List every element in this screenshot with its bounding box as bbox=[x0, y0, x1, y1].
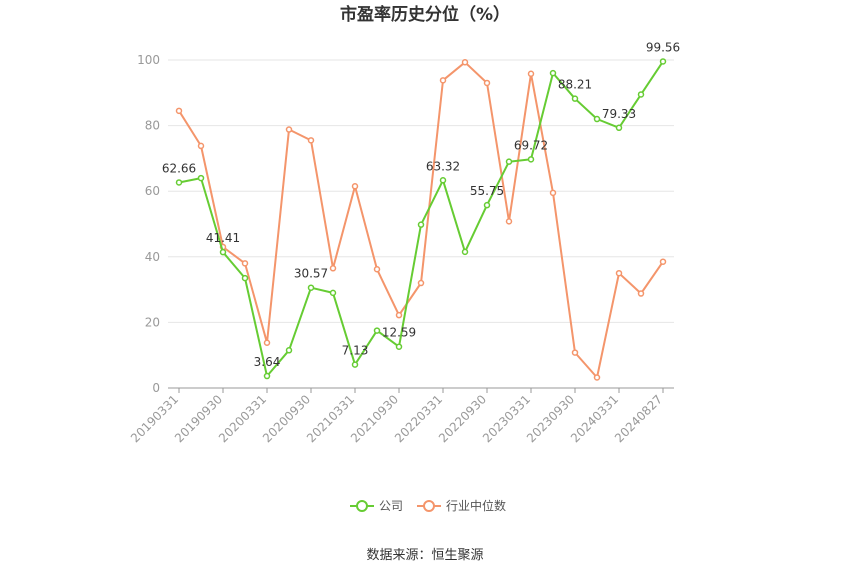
data-point[interactable] bbox=[175, 179, 183, 186]
data-point[interactable] bbox=[505, 218, 513, 225]
data-point[interactable] bbox=[395, 311, 403, 319]
data-point[interactable] bbox=[461, 59, 469, 66]
data-point[interactable] bbox=[417, 221, 425, 228]
data-point[interactable] bbox=[659, 58, 667, 65]
data-point[interactable] bbox=[659, 258, 667, 265]
data-point[interactable] bbox=[439, 77, 447, 84]
data-point[interactable] bbox=[307, 284, 315, 291]
chart-title: 市盈率历史分位（%） bbox=[340, 4, 510, 25]
data-label: 3.64 bbox=[254, 355, 281, 369]
data-point[interactable] bbox=[571, 95, 579, 102]
data-point[interactable] bbox=[197, 142, 205, 150]
data-point[interactable] bbox=[373, 266, 381, 273]
y-tick-label: 40 bbox=[145, 250, 160, 264]
x-tick-label: 20240827 bbox=[612, 392, 665, 445]
data-point[interactable] bbox=[527, 70, 535, 78]
legend-label: 行业中位数 bbox=[446, 498, 506, 513]
legend-item-industry-median[interactable]: 行业中位数 bbox=[417, 498, 506, 513]
series-line bbox=[178, 61, 664, 379]
data-point[interactable] bbox=[483, 79, 491, 87]
y-tick-label: 100 bbox=[137, 53, 160, 67]
data-label: 69.72 bbox=[514, 138, 548, 152]
data-point[interactable] bbox=[197, 174, 205, 182]
data-point[interactable] bbox=[373, 327, 381, 334]
data-point[interactable] bbox=[527, 156, 535, 163]
data-point[interactable] bbox=[615, 124, 623, 132]
y-axis-ticks: 0 20 40 60 80 100 bbox=[137, 53, 160, 395]
data-label: 41.41 bbox=[206, 231, 240, 245]
data-source: 数据来源：恒生聚源 bbox=[366, 548, 483, 563]
data-point[interactable] bbox=[395, 343, 403, 350]
data-point[interactable] bbox=[417, 279, 425, 287]
series-layer bbox=[175, 58, 667, 381]
data-point[interactable] bbox=[593, 115, 601, 123]
data-point[interactable] bbox=[461, 248, 469, 256]
data-label: 79.33 bbox=[602, 107, 636, 121]
data-label: 55.75 bbox=[470, 184, 504, 198]
data-point[interactable] bbox=[241, 260, 249, 267]
data-point[interactable] bbox=[571, 349, 579, 356]
data-point[interactable] bbox=[285, 347, 293, 354]
data-point[interactable] bbox=[615, 269, 623, 277]
series-industry-median bbox=[175, 59, 667, 381]
data-label: 12.59 bbox=[382, 326, 416, 340]
y-tick-label: 0 bbox=[152, 381, 160, 395]
data-point[interactable] bbox=[219, 248, 227, 256]
data-point[interactable] bbox=[241, 274, 249, 282]
data-label: 99.56 bbox=[646, 40, 680, 54]
data-point[interactable] bbox=[263, 339, 271, 346]
series-line bbox=[178, 60, 664, 378]
data-label: 63.32 bbox=[426, 159, 460, 173]
y-tick-label: 20 bbox=[145, 315, 160, 329]
data-point[interactable] bbox=[285, 126, 293, 133]
data-point[interactable] bbox=[593, 374, 601, 381]
data-label: 88.21 bbox=[558, 78, 592, 92]
data-point[interactable] bbox=[307, 137, 315, 144]
legend-marker bbox=[423, 500, 435, 512]
data-labels: 62.66 41.41 3.64 30.57 7.13 12.59 63.32 55.75 69… bbox=[162, 40, 680, 369]
y-tick-label: 80 bbox=[145, 119, 160, 133]
data-label: 30.57 bbox=[294, 267, 328, 281]
data-label: 7.13 bbox=[342, 344, 369, 358]
data-point[interactable] bbox=[637, 91, 645, 98]
data-point[interactable] bbox=[549, 189, 557, 197]
data-point[interactable] bbox=[329, 289, 337, 297]
data-point[interactable] bbox=[637, 290, 645, 297]
data-point[interactable] bbox=[329, 265, 337, 272]
legend[interactable]: 公司 行业中位数 bbox=[350, 498, 506, 513]
data-point[interactable] bbox=[175, 107, 183, 115]
y-tick-label: 60 bbox=[145, 184, 160, 198]
data-point[interactable] bbox=[263, 372, 271, 380]
data-point[interactable] bbox=[351, 361, 359, 368]
data-label: 62.66 bbox=[162, 161, 196, 175]
x-axis: 2019033120190930202003312020093020210331… bbox=[128, 387, 674, 445]
legend-label: 公司 bbox=[379, 499, 403, 513]
data-point[interactable] bbox=[505, 158, 513, 165]
data-point[interactable] bbox=[351, 183, 359, 190]
data-point[interactable] bbox=[483, 201, 491, 209]
data-point[interactable] bbox=[439, 177, 447, 184]
series-company bbox=[175, 58, 667, 380]
legend-item-company[interactable]: 公司 bbox=[350, 499, 403, 513]
data-point[interactable] bbox=[549, 69, 557, 77]
legend-marker bbox=[356, 500, 368, 512]
